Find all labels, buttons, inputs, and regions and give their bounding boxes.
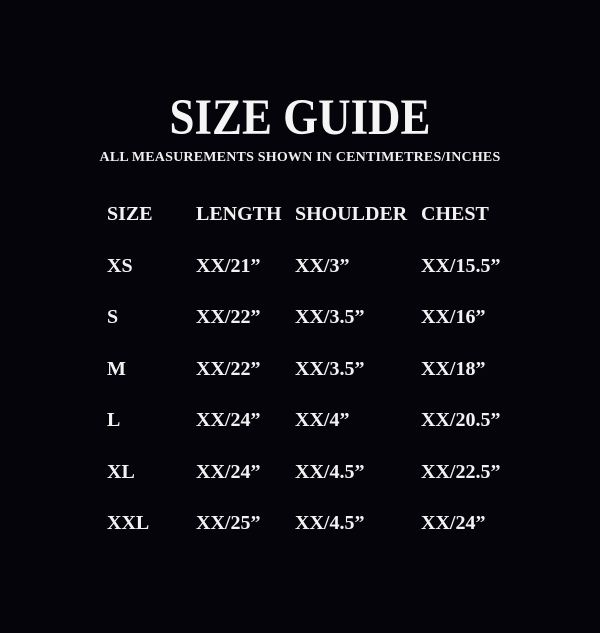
svg-text:SIZE GUIDE: SIZE GUIDE	[170, 90, 431, 146]
